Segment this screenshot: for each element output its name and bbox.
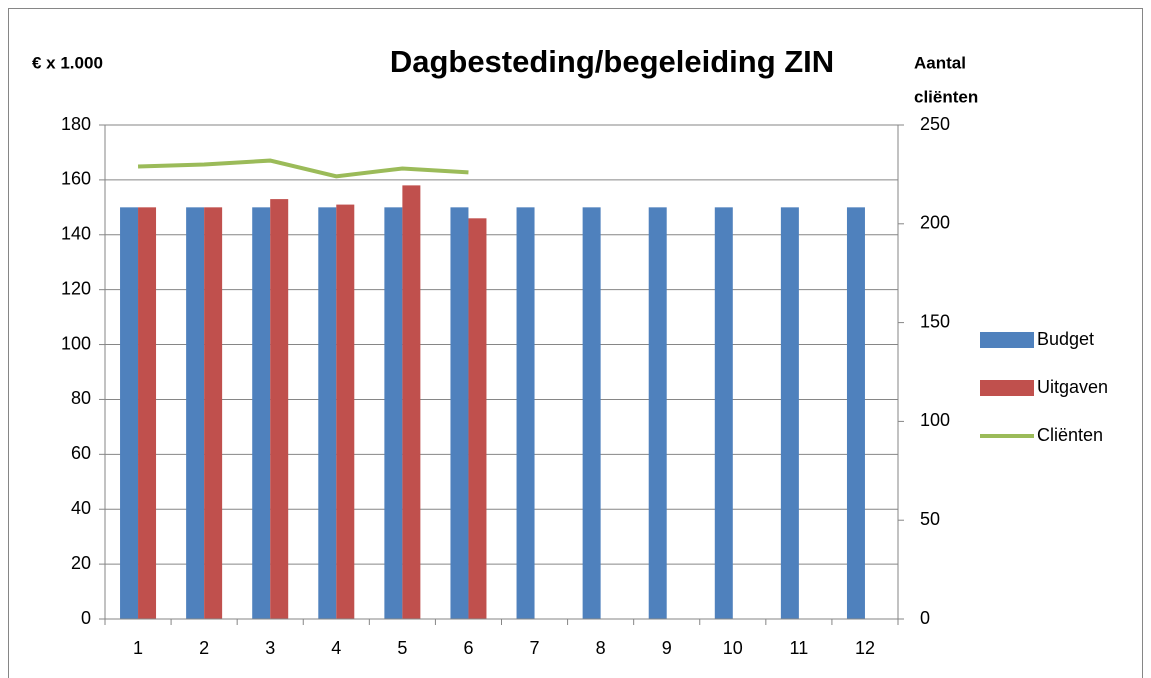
y2-tick-label: 250 xyxy=(920,114,950,134)
bar xyxy=(714,207,733,620)
x-tick-label: 9 xyxy=(662,638,672,658)
bar xyxy=(384,207,403,620)
x-tick-label: 10 xyxy=(723,638,743,658)
x-tick-label: 8 xyxy=(596,638,606,658)
x-tick-label: 7 xyxy=(530,638,540,658)
bar xyxy=(204,207,223,620)
y-tick-label: 180 xyxy=(61,114,91,134)
bar xyxy=(186,207,205,620)
line xyxy=(137,158,469,179)
y-tick-label: 20 xyxy=(71,553,91,573)
bar xyxy=(648,207,667,620)
y2-tick-label: 200 xyxy=(920,213,950,233)
bar xyxy=(138,207,157,620)
bar xyxy=(450,207,469,620)
y-tick-label: 60 xyxy=(71,443,91,463)
bar xyxy=(846,207,865,620)
legend-label: Uitgaven xyxy=(1037,377,1108,397)
y2-tick-label: 100 xyxy=(920,410,950,430)
bar xyxy=(120,207,139,620)
x-tick-label: 11 xyxy=(790,638,809,658)
bar xyxy=(402,185,421,619)
bar xyxy=(516,207,535,620)
y-tick-label: 120 xyxy=(61,278,91,298)
bar xyxy=(336,204,355,620)
y-tick-label: 100 xyxy=(61,333,91,353)
y2-axis-label: cliënten xyxy=(914,87,978,106)
bar xyxy=(468,218,487,620)
y-tick-label: 160 xyxy=(61,169,91,189)
legend-label: Cliënten xyxy=(1037,425,1103,445)
y2-tick-label: 50 xyxy=(920,509,940,529)
y-tick-label: 40 xyxy=(71,498,91,518)
x-tick-label: 12 xyxy=(855,638,875,658)
legend-swatch xyxy=(980,332,1034,348)
y-tick-label: 80 xyxy=(71,388,91,408)
y-axis-label: € x 1.000 xyxy=(32,53,103,72)
x-tick-label: 1 xyxy=(133,638,143,658)
x-tick-label: 2 xyxy=(199,638,209,658)
y-tick-label: 0 xyxy=(81,608,91,628)
x-tick-label: 4 xyxy=(331,638,341,658)
bar xyxy=(582,207,601,620)
bar xyxy=(252,207,271,620)
bar xyxy=(318,207,337,620)
legend-label: Budget xyxy=(1037,329,1094,349)
bar xyxy=(270,199,289,619)
y2-tick-label: 0 xyxy=(920,608,930,628)
y2-axis-label: Aantal xyxy=(914,53,966,72)
x-tick-label: 3 xyxy=(265,638,275,658)
y-tick-label: 140 xyxy=(61,224,91,244)
x-tick-label: 5 xyxy=(397,638,407,658)
bar xyxy=(780,207,799,620)
chart-border xyxy=(8,8,1143,678)
y2-tick-label: 150 xyxy=(920,311,950,331)
legend-swatch xyxy=(980,380,1034,396)
chart-title: Dagbesteding/begeleiding ZIN xyxy=(390,44,834,79)
x-tick-label: 6 xyxy=(463,638,473,658)
